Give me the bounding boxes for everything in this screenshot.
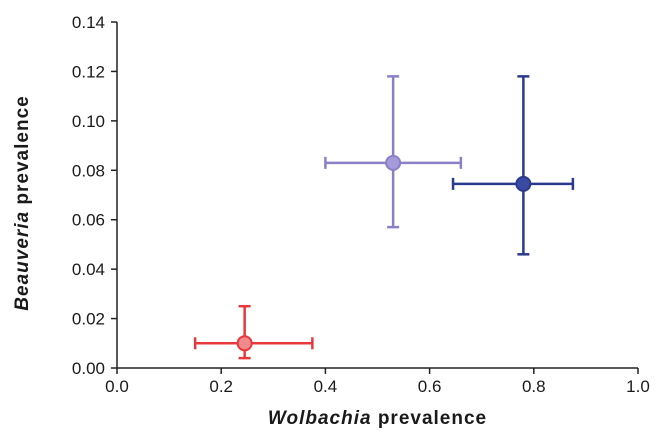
y-tick-label: 0.10 [72,112,105,131]
y-tick-label: 0.08 [72,161,105,180]
y-axis-title: Beauveria prevalence [12,95,33,310]
x-tick-label: 0.8 [522,377,546,396]
x-axis-title-italic: Wolbachia [268,408,372,429]
data-point-group [324,75,463,229]
y-axis-title-rest: prevalence [12,95,33,211]
x-tick-label: 0.4 [314,377,338,396]
y-tick-label: 0.00 [72,359,105,378]
data-point [385,154,402,171]
y-tick-label: 0.12 [72,62,105,81]
y-tick-label: 0.14 [72,13,105,32]
x-tick-label: 0.0 [105,377,129,396]
x-axis-title: Wolbachia prevalence [268,408,487,429]
x-tick-label: 0.2 [209,377,233,396]
y-ticks: 0.00 0.02 0.04 0.06 0.08 0.10 0.12 0.14 [72,13,117,378]
data-point-group [193,304,314,360]
data-points [193,75,575,360]
data-point-group [451,75,575,256]
data-point [236,335,253,352]
y-tick-label: 0.04 [72,260,105,279]
data-point [515,175,532,192]
y-tick-label: 0.02 [72,310,105,329]
y-tick-label: 0.06 [72,211,105,230]
x-axis-title-rest: prevalence [372,408,488,429]
x-tick-label: 1.0 [626,377,650,396]
x-tick-label: 0.6 [418,377,442,396]
axes [116,22,638,369]
x-ticks: 0.0 0.2 0.4 0.6 0.8 1.0 [105,368,650,396]
y-axis-title-italic: Beauveria [12,211,33,311]
